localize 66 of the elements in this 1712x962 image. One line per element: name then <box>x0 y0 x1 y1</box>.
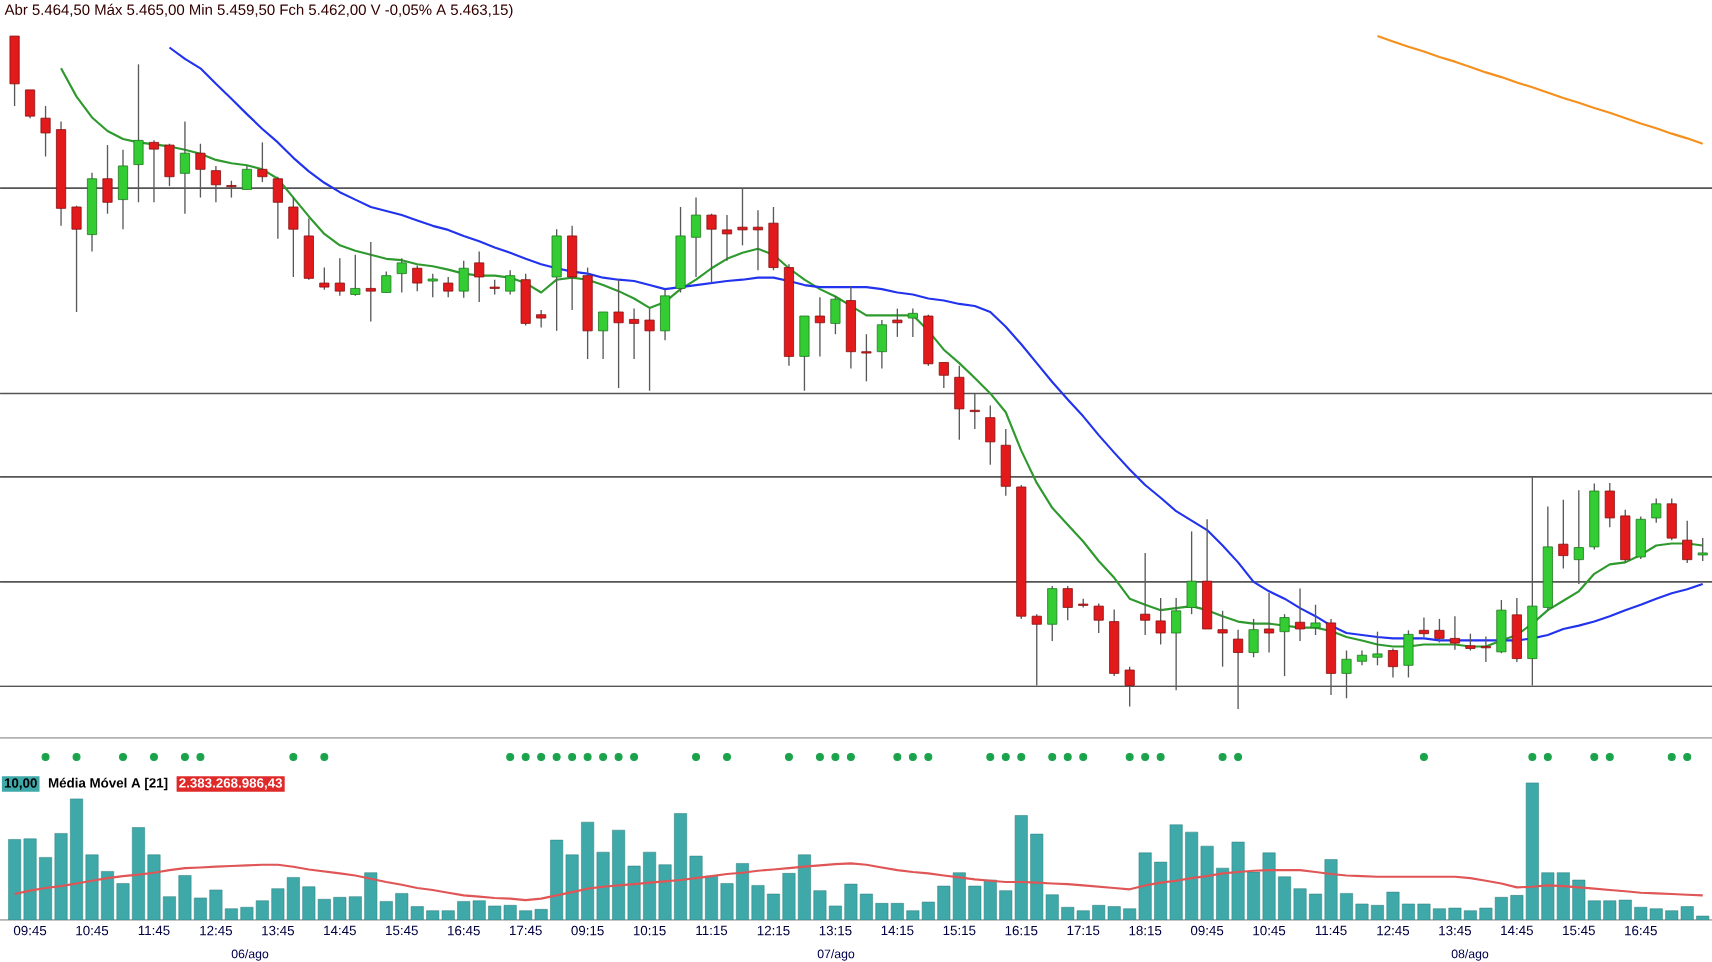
candlestick <box>536 309 547 329</box>
candlestick <box>365 241 376 323</box>
candlestick <box>412 264 423 292</box>
candlestick <box>474 250 485 303</box>
candlestick <box>1248 618 1259 658</box>
candlestick <box>567 225 578 311</box>
candlestick <box>1155 597 1166 646</box>
candlestick <box>71 204 82 313</box>
candlestick <box>1449 615 1460 651</box>
candlestick <box>1418 616 1429 638</box>
candlestick <box>443 276 454 298</box>
candlestick <box>303 217 314 281</box>
candlestick <box>1310 604 1321 636</box>
candlestick <box>458 260 469 299</box>
candlestick <box>1635 515 1646 560</box>
candlestick <box>1093 602 1104 634</box>
candlestick <box>629 307 640 360</box>
candlestick <box>1480 635 1491 663</box>
candlestick <box>768 206 779 271</box>
candlestick <box>1279 613 1290 677</box>
candlestick <box>319 266 330 291</box>
candlestick <box>985 404 996 466</box>
candlestick <box>830 295 841 335</box>
candlestick <box>1666 497 1677 541</box>
candlestick <box>660 289 671 341</box>
candlestick <box>1620 509 1631 564</box>
candlestick <box>520 272 531 327</box>
candlestick <box>1264 591 1275 654</box>
candlestick <box>1651 497 1662 524</box>
candlestick <box>396 257 407 294</box>
candlestick <box>551 228 562 332</box>
candlestick <box>1217 610 1228 668</box>
candlestick <box>752 209 764 271</box>
candlestick <box>876 319 887 370</box>
candlestick <box>381 270 392 294</box>
candlestick <box>1387 647 1399 679</box>
candlestick <box>1558 499 1569 570</box>
candlestick <box>25 89 36 119</box>
candlestick <box>1403 629 1414 679</box>
candlestick <box>40 105 51 158</box>
candlestick <box>505 269 516 296</box>
candlestick <box>1294 587 1306 642</box>
candlestick <box>613 279 624 389</box>
candlestick <box>861 333 872 382</box>
candlestick <box>1496 599 1507 654</box>
candlestick <box>892 307 903 338</box>
candlestick <box>1604 482 1615 529</box>
candlestick <box>907 307 918 338</box>
candlestick <box>1434 618 1445 644</box>
candlestick <box>257 141 268 183</box>
candlestick <box>288 196 299 278</box>
candlestick <box>1511 597 1522 663</box>
candlestick <box>1682 519 1693 564</box>
candlestick <box>1372 631 1383 666</box>
candlestick <box>334 257 345 297</box>
candlestick <box>427 272 438 298</box>
candlestick <box>938 361 949 389</box>
candlestick <box>598 311 609 360</box>
candlestick <box>350 254 361 297</box>
candlestick <box>721 214 733 262</box>
candlestick <box>814 296 825 358</box>
candlestick <box>9 35 20 107</box>
candlestick <box>923 314 934 367</box>
candlestick <box>706 213 717 284</box>
candlestick <box>690 196 702 278</box>
candlestick <box>1697 537 1708 562</box>
